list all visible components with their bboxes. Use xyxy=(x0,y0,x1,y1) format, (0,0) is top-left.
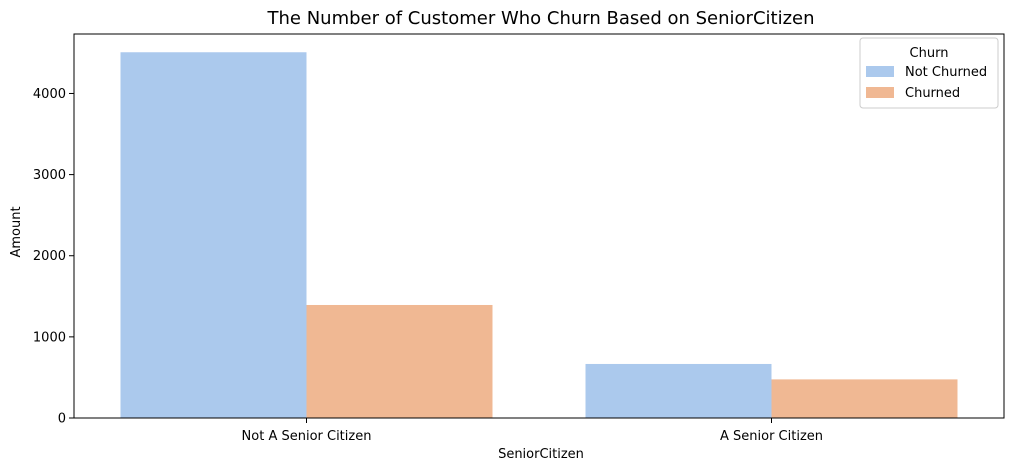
legend-title: Churn xyxy=(910,46,949,61)
legend-frame xyxy=(859,37,999,109)
y-axis-label: Amount xyxy=(9,206,24,257)
legend-swatch-not-churned xyxy=(866,66,894,77)
plot-frame xyxy=(73,33,1005,419)
legend: Churn Not Churned Churned xyxy=(859,37,999,109)
x-tick-label: Not A Senior Citizen xyxy=(242,429,372,444)
bars-group xyxy=(120,52,958,418)
legend-swatch-churned xyxy=(866,87,894,98)
y-tick-label: 3000 xyxy=(33,168,66,183)
legend-label-churned: Churned xyxy=(905,86,960,101)
x-tick-label: A Senior Citizen xyxy=(720,429,823,444)
legend-label-not-churned: Not Churned xyxy=(905,65,987,80)
bar-churned-0 xyxy=(306,304,493,418)
y-tick-label: 1000 xyxy=(33,330,66,345)
axes-group: 0 1000 2000 3000 4000 Not A Senior Citizen A S… xyxy=(33,33,1005,444)
bar-churned-1 xyxy=(771,379,958,418)
bar-not-churned-1 xyxy=(585,363,772,418)
bar-not-churned-0 xyxy=(120,52,307,418)
y-tick-label: 4000 xyxy=(33,87,66,102)
chart-title: The Number of Customer Who Churn Based o… xyxy=(267,8,815,29)
x-axis-label: SeniorCitizen xyxy=(498,447,584,462)
y-tick-label: 0 xyxy=(58,412,66,427)
y-tick-label: 2000 xyxy=(33,249,66,264)
